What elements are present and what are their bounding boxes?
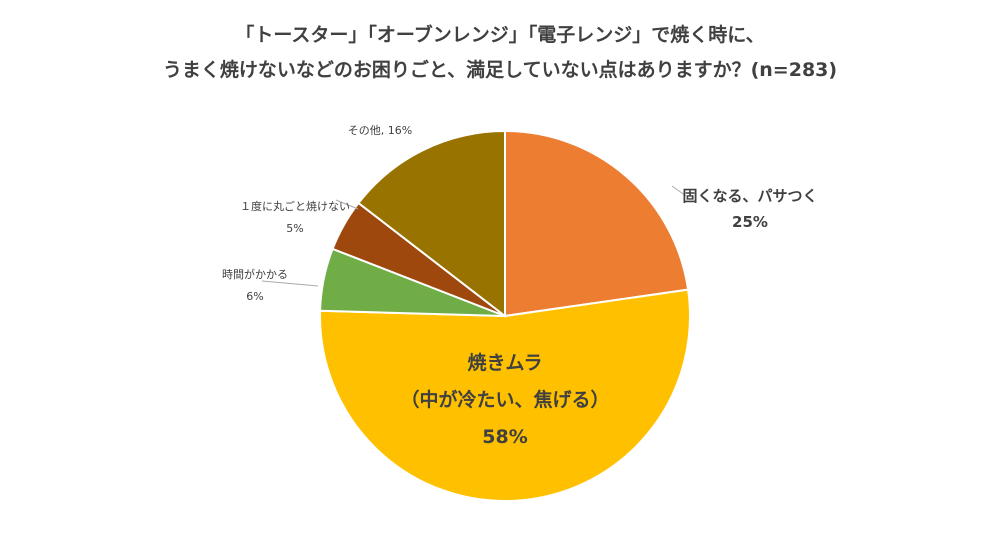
label-marugoto: １度に丸ごと焼けない 5% [225,196,365,240]
chart-title-line-2: うまく焼けないなどのお困りごと、満足していない点はありますか？(n=283) [162,59,838,81]
slice-value-label: 6% [246,290,264,303]
slice-label: １度に丸ごと焼けない [240,200,350,213]
slice-label: 固くなる、パサつく [682,187,818,205]
label-sonota: その他, 16% [330,120,430,142]
pie-slice [357,129,506,319]
slice-value-label: 5% [286,222,304,235]
slice-label: 焼きムラ [467,352,543,374]
slice-value-label: 25% [732,213,768,231]
pie-slice [504,129,690,318]
label-katakunaru: 固くなる、パサつく 25% [650,183,850,235]
chart-title-line-1: 「トースター」「オーブンレンジ」「電子レンジ」で焼く時に、 [235,24,765,46]
pie-slice [319,288,691,502]
leader-line [671,185,687,197]
slice-label: 時間がかかる [222,268,288,281]
leader-line [335,199,359,210]
label-jikan: 時間がかかる 6% [205,264,305,308]
slice-label-sub: （中が冷たい、焦げる） [400,389,610,411]
label-yakimura: 焼きムラ （中が冷たい、焦げる） 58% [355,345,655,456]
slice-value-label: 58% [482,426,528,448]
leader-line [261,280,319,287]
slice-label: その他, 16% [347,124,413,137]
